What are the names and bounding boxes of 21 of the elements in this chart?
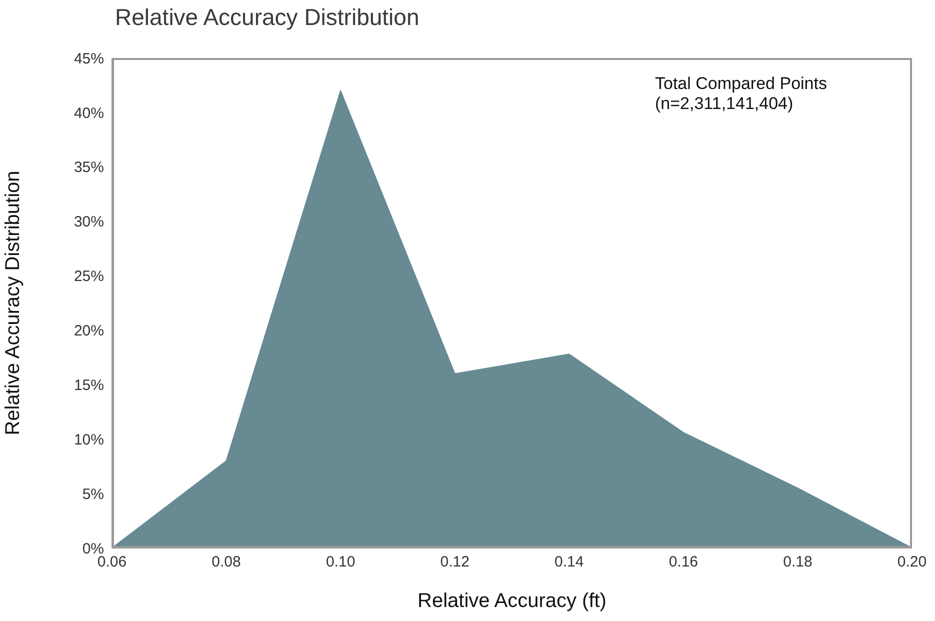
y-tick-label: 30% — [74, 214, 104, 231]
y-tick-label: 20% — [74, 322, 104, 340]
y-tick-label: 45% — [74, 50, 104, 68]
x-tick-label: 0.16 — [668, 554, 698, 571]
x-tick-label: 0.14 — [554, 554, 584, 571]
chart-title: Relative Accuracy Distribution — [115, 4, 420, 31]
y-tick-label: 35% — [74, 159, 104, 176]
y-axis-title: Relative Accuracy Distribution — [2, 170, 24, 436]
y-tick-label: 10% — [74, 431, 104, 448]
y-tick-label: 40% — [74, 104, 104, 122]
x-tick-label: 0.10 — [326, 554, 356, 571]
x-tick-label: 0.12 — [440, 554, 470, 571]
x-axis-title: Relative Accuracy (ft) — [418, 590, 606, 612]
annotation: (n=2,311,141,404) — [655, 94, 794, 114]
x-tick-label: 0.18 — [783, 554, 812, 571]
y-tick-label: 15% — [74, 376, 104, 394]
annotation: Total Compared Points — [655, 74, 827, 94]
x-tick-label: 0.20 — [897, 554, 927, 571]
x-tick-label: 0.08 — [212, 554, 241, 571]
y-tick-label: 25% — [74, 268, 104, 286]
y-tick-label: 5% — [82, 486, 104, 503]
